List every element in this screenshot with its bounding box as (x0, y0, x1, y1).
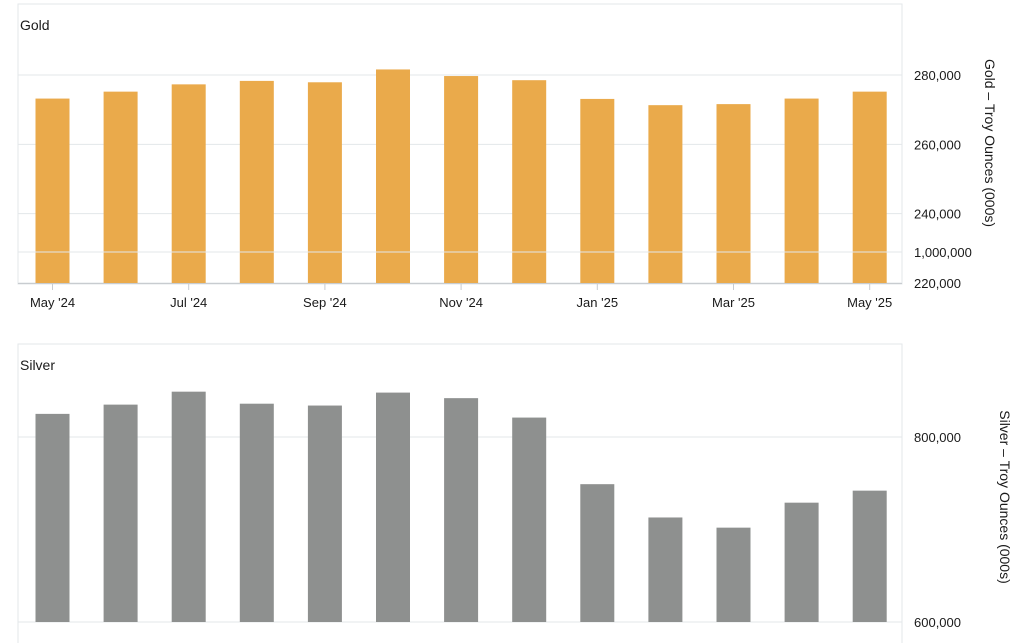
gold-bar (35, 98, 70, 283)
gold-x-tick-label: Mar '25 (712, 295, 755, 310)
silver-bar (580, 484, 615, 622)
gold-bar (512, 80, 547, 283)
gold-y-ticks: 220,000 240,000 260,000 280,000 (914, 68, 961, 291)
gold-panel-title: Gold (20, 17, 50, 33)
gold-bar (444, 76, 479, 283)
gold-y-tick-label: 280,000 (914, 68, 961, 83)
silver-bar (648, 517, 683, 622)
gold-bar (852, 91, 887, 283)
gold-x-tick-label: Nov '24 (439, 295, 483, 310)
gold-bar (580, 98, 615, 283)
gold-x-tick-label: May '24 (30, 295, 75, 310)
gold-y-tick-label: 220,000 (914, 276, 961, 291)
gold-bar (239, 80, 274, 283)
silver-bar (239, 403, 274, 622)
gold-bar (171, 84, 206, 283)
silver-y-axis-label: Silver – Troy Ounces (000s) (997, 410, 1013, 584)
gold-bar (716, 104, 751, 284)
gold-y-tick-label: 260,000 (914, 137, 961, 152)
gold-bar (307, 82, 342, 283)
silver-bar (376, 392, 410, 622)
gold-bar (784, 98, 819, 283)
silver-bar (35, 413, 70, 622)
silver-y-tick-label: 1,000,000 (914, 245, 972, 260)
silver-bar (171, 391, 206, 622)
silver-bar (852, 490, 887, 622)
gold-bars (35, 69, 887, 284)
silver-y-tick-label: 800,000 (914, 430, 961, 445)
silver-y-ticks: 600,000 800,000 1,000,000 (914, 245, 972, 630)
silver-panel: Silver 600,000 800,000 1,000,000 Silver – … (17, 245, 1013, 643)
gold-x-ticks: May '24 Jul '24 Sep '24 Nov '24 Jan '25 Mar '… (18, 283, 902, 310)
silver-plot-frame (17, 343, 903, 643)
gold-y-axis-label: Gold – Troy Ounces (000s) (982, 59, 998, 227)
gold-bar (648, 105, 683, 283)
silver-bar (512, 417, 547, 622)
gold-bar (103, 91, 138, 283)
gold-x-tick-label: Jan '25 (577, 295, 619, 310)
silver-y-tick-label: 600,000 (914, 615, 961, 630)
silver-panel-title: Silver (20, 357, 55, 373)
silver-bar (307, 405, 342, 622)
gold-y-tick-label: 240,000 (914, 207, 961, 222)
silver-bar (784, 502, 819, 622)
gold-bar (376, 69, 410, 283)
gold-x-tick-label: May '25 (847, 295, 892, 310)
silver-bar (444, 398, 479, 622)
gold-x-tick-label: Sep '24 (303, 295, 347, 310)
silver-bar (716, 527, 751, 622)
silver-bar (103, 404, 138, 622)
silver-bars (35, 391, 887, 622)
gold-panel: Gold 220,000 240,000 260,000 280,000 May '2… (17, 3, 998, 310)
gold-x-tick-label: Jul '24 (170, 295, 207, 310)
